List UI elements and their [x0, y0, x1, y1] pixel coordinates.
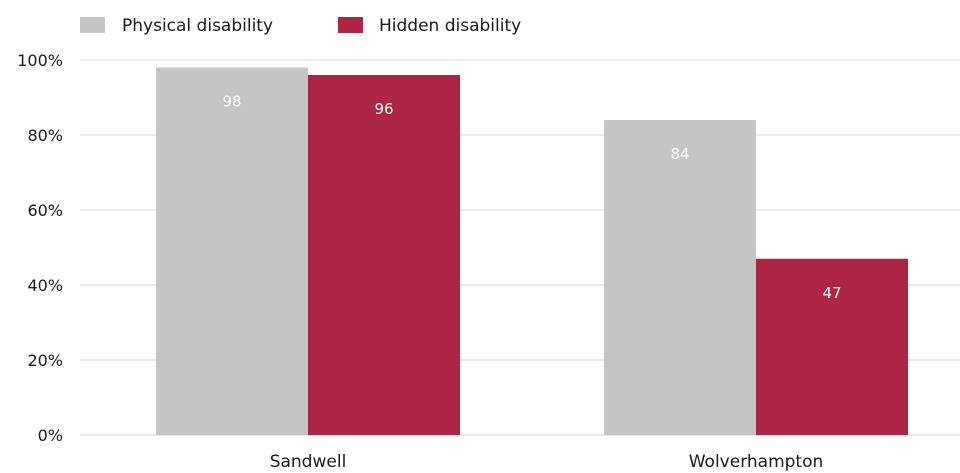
y-tick-label: 80%: [27, 126, 63, 145]
legend-swatch-physical-disability: [80, 17, 105, 33]
legend: Physical disability Hidden disability: [80, 16, 521, 36]
legend-swatch-hidden-disability: [338, 17, 363, 33]
y-tick-label: 100%: [17, 51, 63, 70]
bar-sandwell-hidden-disability: [308, 75, 460, 435]
x-category-label: Sandwell: [270, 452, 347, 472]
y-axis-tick-labels: 0% 20% 40% 60% 80% 100%: [17, 51, 63, 445]
y-tick-label: 60%: [27, 201, 63, 220]
x-category-label: Wolverhampton: [689, 452, 824, 472]
y-tick-label: 0%: [38, 426, 63, 445]
data-label: 84: [670, 145, 689, 163]
y-tick-label: 20%: [27, 351, 63, 370]
data-labels: 98 96 84 47: [222, 93, 841, 302]
legend-label-hidden-disability: Hidden disability: [379, 16, 521, 36]
bar-wolverhampton-physical-disability: [604, 120, 756, 435]
data-label: 98: [222, 93, 241, 111]
data-label: 96: [374, 100, 393, 118]
bars: [156, 67, 908, 435]
legend-label-physical-disability: Physical disability: [122, 16, 273, 36]
bar-sandwell-physical-disability: [156, 67, 308, 435]
y-tick-label: 40%: [27, 276, 63, 295]
bar-wolverhampton-hidden-disability: [756, 258, 908, 435]
data-label: 47: [822, 284, 841, 302]
x-axis-category-labels: Sandwell Wolverhampton: [270, 452, 824, 472]
